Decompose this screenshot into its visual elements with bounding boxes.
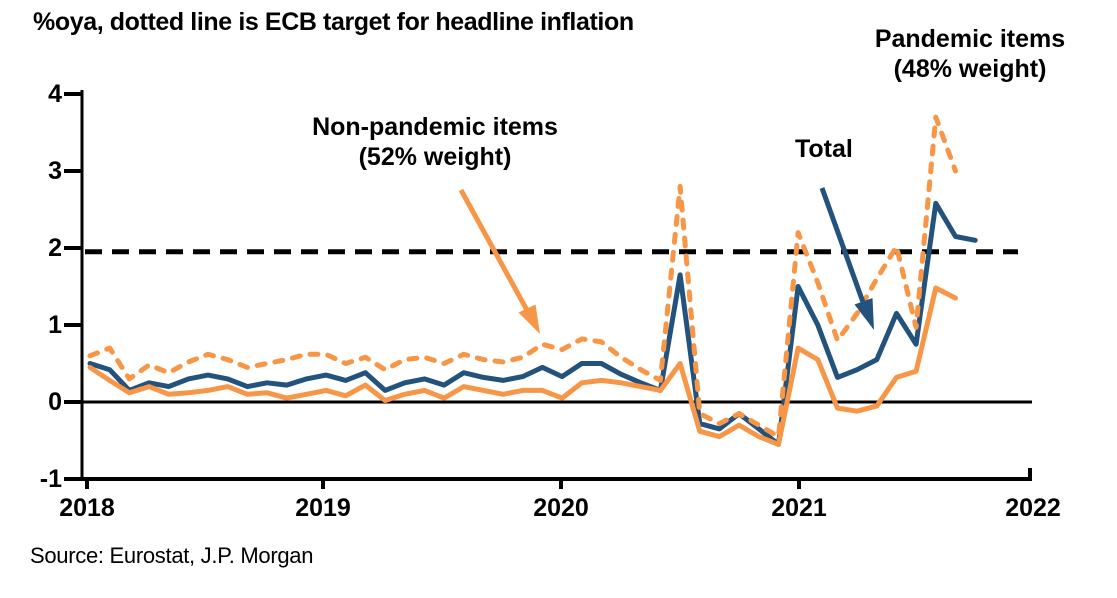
total-series-label: Total: [795, 135, 853, 163]
y-tick-label-neg1: -1: [39, 465, 62, 493]
pandemic-series-label-line1: Pandemic items: [874, 25, 1066, 53]
series-line-total: [87, 200, 978, 447]
series-line-non-pandemic-items-52-weight: [87, 285, 958, 447]
series-layer: [85, 114, 1018, 447]
source-note: Source: Eurostat, J.P. Morgan: [30, 543, 314, 568]
y-tick-label-1: 1: [48, 311, 62, 339]
x-tick-label-2020: 2020: [533, 494, 589, 522]
y-tick-label-3: 3: [48, 157, 62, 185]
non-pandemic-series-label: Non-pandemic items (52% weight): [280, 112, 590, 172]
x-tick-label-2018: 2018: [59, 494, 115, 522]
non-pandemic-arrow: [458, 188, 540, 334]
non-pandemic-series-label-line1: Non-pandemic items: [312, 113, 558, 141]
y-tick-label-0: 0: [48, 388, 62, 416]
pandemic-series-label: Pandemic items (48% weight): [845, 24, 1095, 84]
total-arrow: [819, 187, 874, 330]
annotation-arrows: [458, 187, 874, 334]
y-tick-label-4: 4: [48, 80, 62, 108]
y-tick-label-2: 2: [48, 234, 62, 262]
axes: [64, 90, 1032, 489]
chart-title: %oya, dotted line is ECB target for head…: [33, 8, 634, 36]
series-line-pandemic-items-48-weight: [87, 114, 958, 440]
x-tick-label-2022: 2022: [1005, 494, 1061, 522]
non-pandemic-series-label-line2: (52% weight): [358, 143, 512, 171]
x-tick-label-2019: 2019: [295, 494, 351, 522]
x-tick-label-2021: 2021: [771, 494, 827, 522]
pandemic-series-label-line2: (48% weight): [893, 55, 1047, 83]
